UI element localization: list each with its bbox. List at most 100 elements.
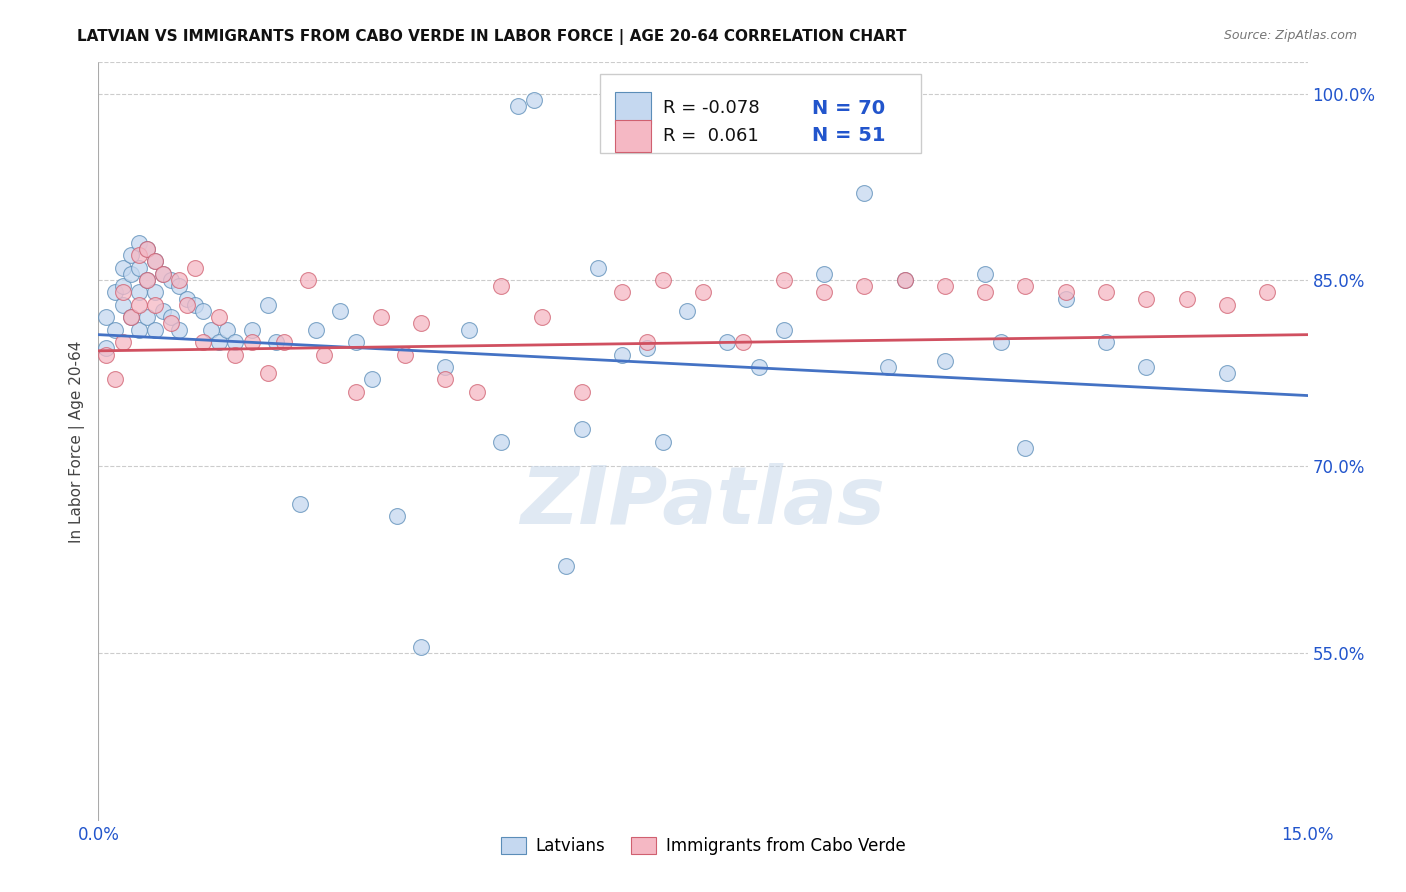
Point	[1216, 366, 1239, 380]
Point	[193, 335, 215, 350]
Point	[103, 372, 125, 386]
Point	[974, 267, 997, 281]
Point	[1216, 298, 1239, 312]
Point	[612, 285, 634, 300]
Point	[1054, 285, 1077, 300]
Point	[167, 279, 190, 293]
Point	[523, 93, 546, 107]
Point	[458, 323, 481, 337]
Point	[813, 267, 835, 281]
Point	[636, 341, 658, 355]
Point	[586, 260, 609, 275]
Point	[143, 254, 166, 268]
Point	[120, 310, 142, 325]
Point	[111, 298, 134, 312]
Point	[612, 347, 634, 361]
Point	[143, 285, 166, 300]
Point	[361, 372, 384, 386]
Point	[813, 285, 835, 300]
Point	[571, 422, 593, 436]
Point	[200, 323, 222, 337]
Point	[1175, 292, 1198, 306]
Point	[733, 335, 755, 350]
Text: R = -0.078: R = -0.078	[664, 99, 759, 117]
Point	[1014, 441, 1036, 455]
Point	[651, 434, 673, 449]
Point	[329, 304, 352, 318]
Point	[111, 335, 134, 350]
Point	[111, 285, 134, 300]
Point	[1095, 285, 1118, 300]
Point	[111, 260, 134, 275]
Point	[990, 335, 1012, 350]
Point	[273, 335, 295, 350]
Point	[240, 323, 263, 337]
Point	[111, 279, 134, 293]
Point	[853, 279, 876, 293]
Point	[224, 335, 246, 350]
Point	[974, 285, 997, 300]
Point	[193, 304, 215, 318]
Text: LATVIAN VS IMMIGRANTS FROM CABO VERDE IN LABOR FORCE | AGE 20-64 CORRELATION CHA: LATVIAN VS IMMIGRANTS FROM CABO VERDE IN…	[77, 29, 907, 45]
Point	[128, 323, 150, 337]
Point	[1256, 285, 1278, 300]
Point	[893, 273, 915, 287]
Point	[370, 310, 392, 325]
Point	[934, 353, 956, 368]
Point	[385, 509, 408, 524]
Point	[217, 323, 239, 337]
Point	[314, 347, 336, 361]
Text: N = 70: N = 70	[811, 98, 884, 118]
Point	[297, 273, 319, 287]
Text: ZIPatlas: ZIPatlas	[520, 463, 886, 541]
FancyBboxPatch shape	[600, 74, 921, 153]
Point	[128, 285, 150, 300]
Point	[877, 359, 900, 374]
Point	[128, 260, 150, 275]
Point	[128, 235, 150, 250]
Point	[434, 359, 457, 374]
Point	[893, 273, 915, 287]
Point	[160, 273, 183, 287]
Point	[1014, 279, 1036, 293]
Point	[853, 186, 876, 200]
Point	[555, 558, 578, 573]
Point	[344, 384, 367, 399]
Point	[120, 248, 142, 262]
Point	[491, 279, 513, 293]
Point	[692, 285, 714, 300]
Point	[465, 384, 488, 399]
Point	[409, 317, 432, 331]
Text: Source: ZipAtlas.com: Source: ZipAtlas.com	[1223, 29, 1357, 42]
Point	[934, 279, 956, 293]
Point	[394, 347, 416, 361]
Point	[135, 273, 157, 287]
Point	[434, 372, 457, 386]
Point	[167, 273, 190, 287]
Point	[184, 260, 207, 275]
Point	[176, 298, 198, 312]
Point	[128, 248, 150, 262]
Point	[120, 310, 142, 325]
Point	[208, 335, 231, 350]
Point	[208, 310, 231, 325]
Point	[1135, 292, 1157, 306]
Point	[772, 273, 794, 287]
Point	[152, 304, 174, 318]
Point	[152, 267, 174, 281]
Point	[1095, 335, 1118, 350]
Point	[135, 242, 157, 256]
Point	[143, 323, 166, 337]
Point	[772, 323, 794, 337]
Point	[135, 242, 157, 256]
Point	[506, 99, 529, 113]
Point	[571, 384, 593, 399]
Point	[264, 335, 287, 350]
Point	[135, 310, 157, 325]
Point	[344, 335, 367, 350]
Point	[184, 298, 207, 312]
Point	[143, 254, 166, 268]
Point	[143, 298, 166, 312]
Point	[530, 310, 553, 325]
Point	[1054, 292, 1077, 306]
